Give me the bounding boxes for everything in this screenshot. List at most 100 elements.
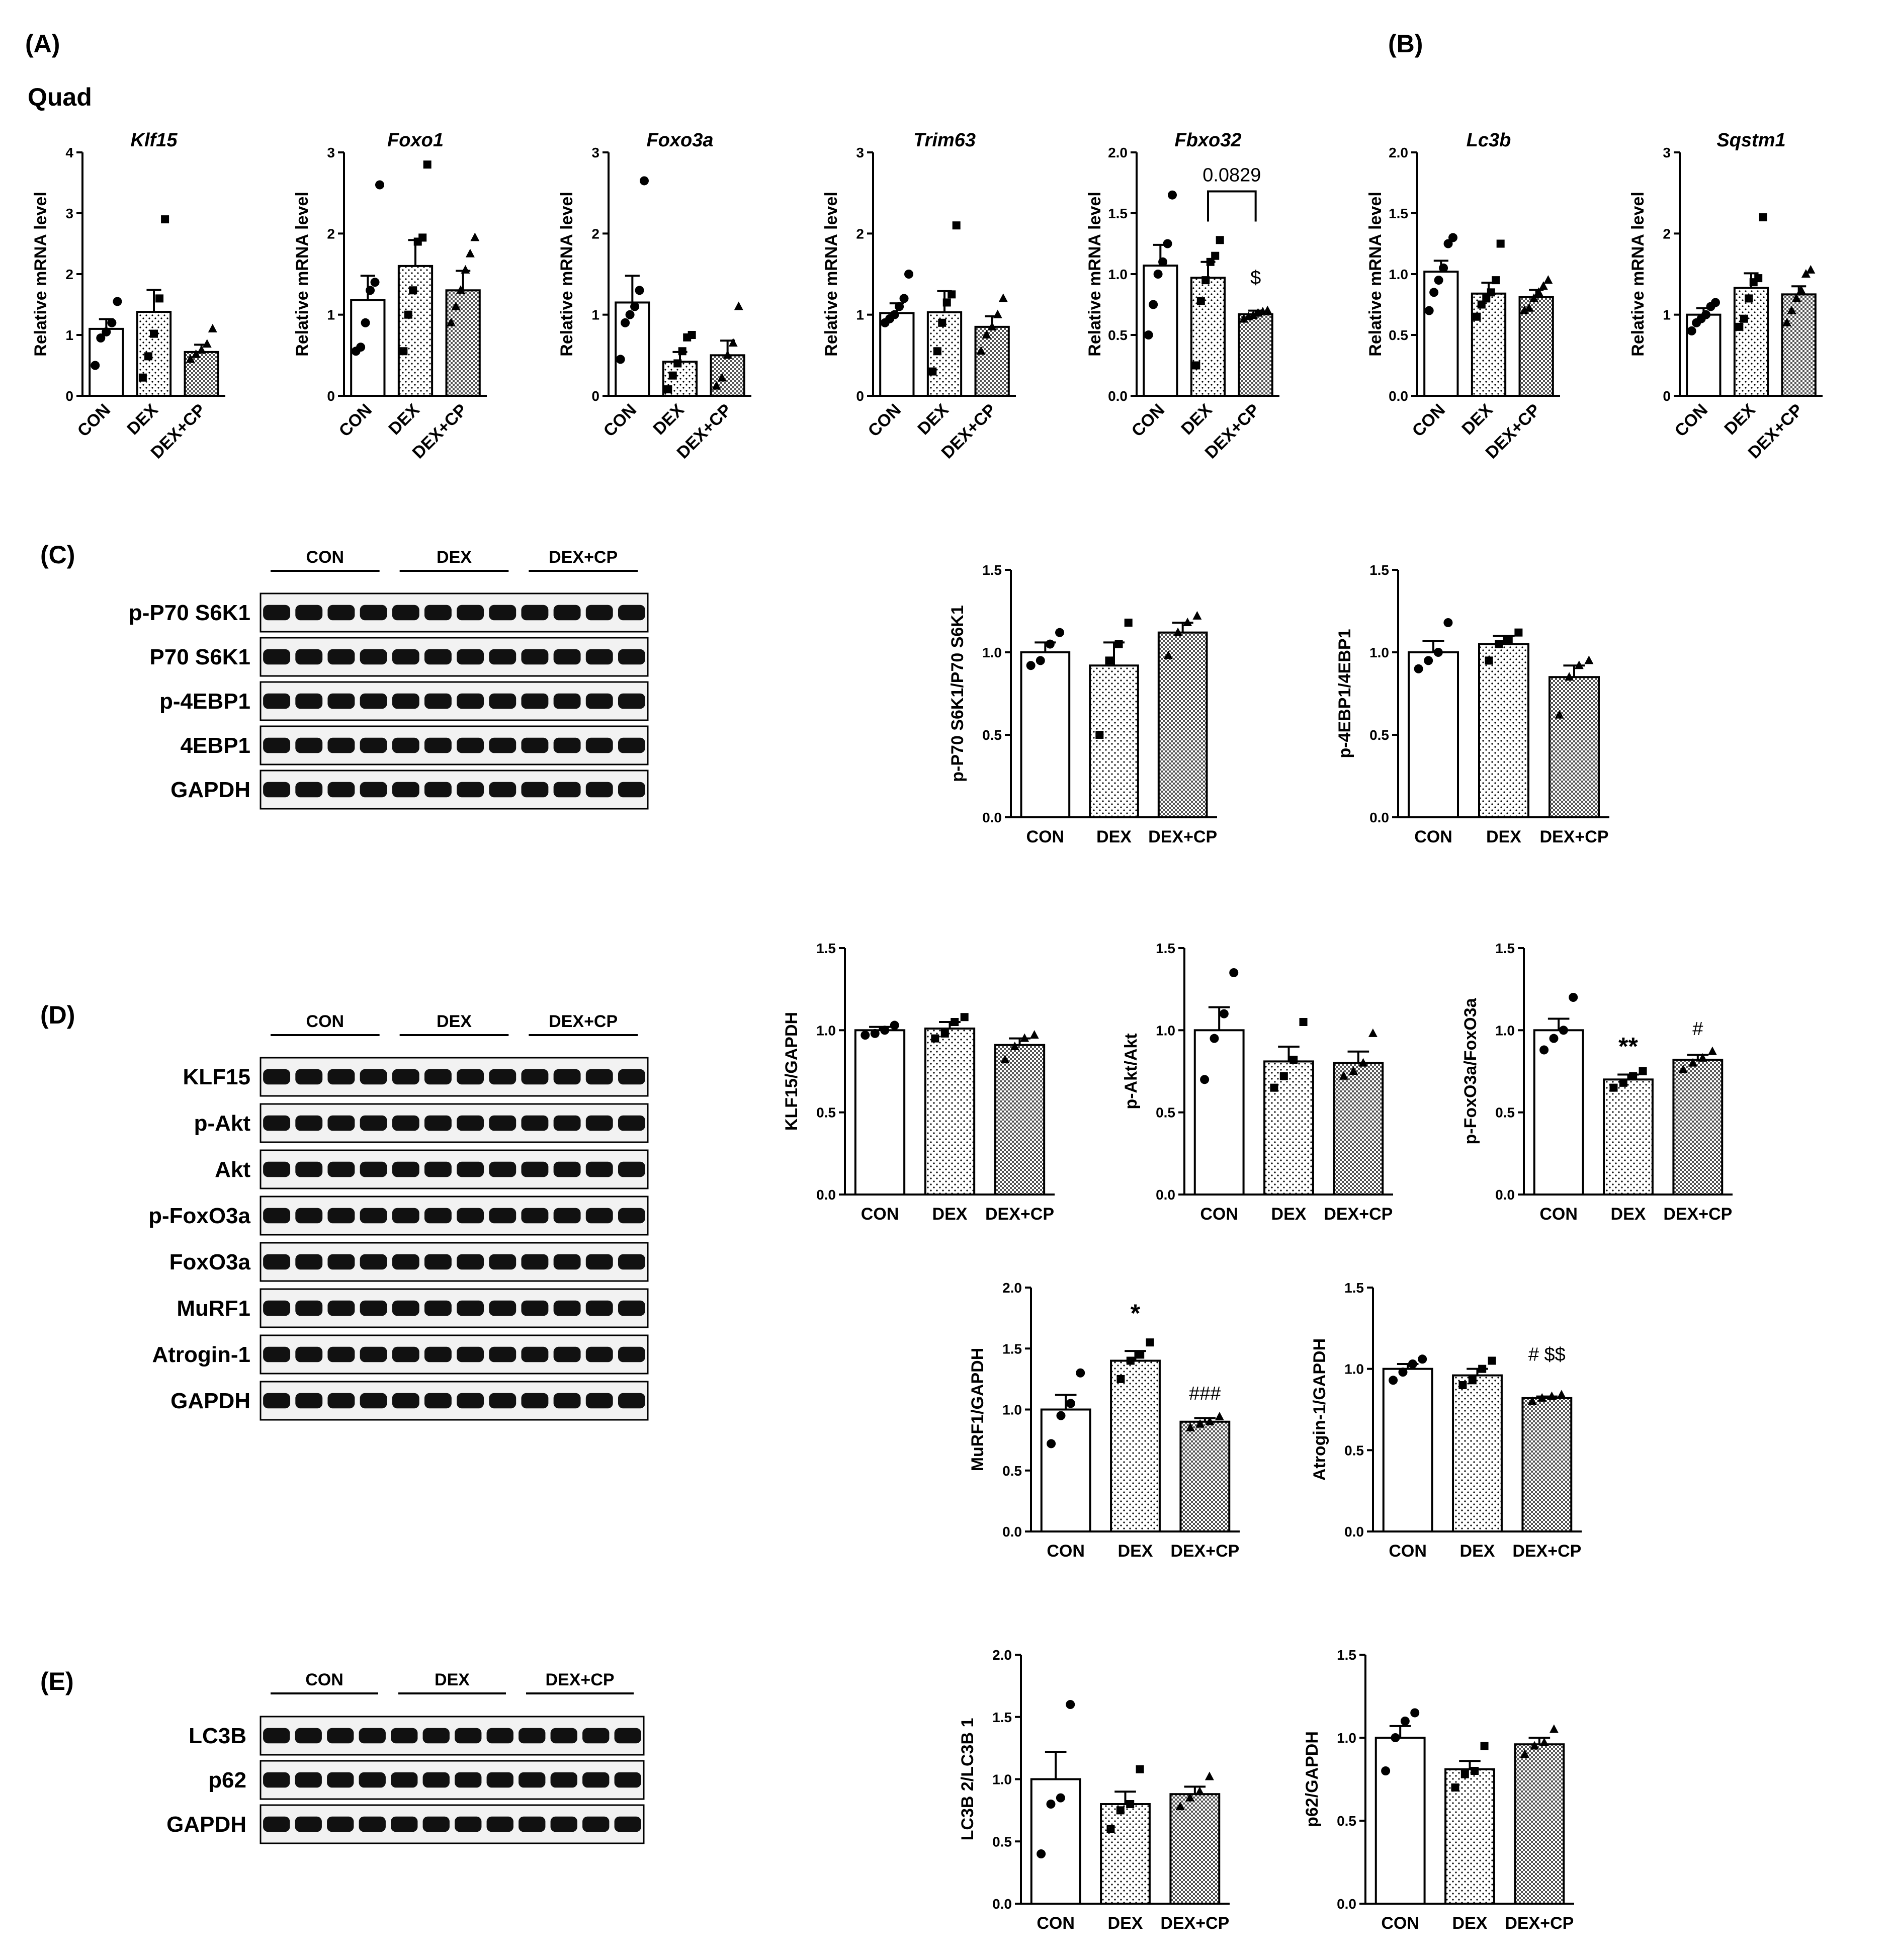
blot-strip — [260, 1057, 649, 1097]
blot-band — [391, 1772, 418, 1788]
x-category-label: CON — [1389, 1542, 1427, 1561]
x-category-label: DEX — [1118, 1542, 1153, 1561]
blot-band — [618, 1208, 645, 1224]
blot-band — [295, 1728, 322, 1744]
blot-band — [489, 782, 517, 798]
x-category-label: DEX — [1271, 1205, 1307, 1224]
x-category-label: CON — [335, 400, 376, 441]
x-category-label: DEX — [1452, 1914, 1488, 1933]
data-point — [451, 301, 461, 310]
data-point — [1185, 1793, 1195, 1802]
y-axis-label: MuRF1/GAPDH — [968, 1348, 987, 1472]
blot-band — [392, 1346, 419, 1362]
blot-band — [585, 649, 613, 665]
data-point — [1289, 1056, 1298, 1064]
data-point — [1215, 1412, 1224, 1421]
blot-band — [521, 1115, 549, 1131]
y-tick-label: 1.5 — [1156, 941, 1175, 956]
y-tick-label: 1 — [591, 307, 599, 323]
x-category-label: DEX+CP — [985, 1205, 1054, 1224]
blot-band — [392, 1254, 419, 1270]
y-tick-label: 1.0 — [816, 1022, 836, 1038]
data-point — [1410, 1708, 1420, 1718]
data-point — [1126, 1356, 1135, 1365]
x-category-label: CON — [865, 400, 905, 441]
data-point — [1473, 312, 1481, 321]
data-point — [1539, 1045, 1549, 1055]
x-category-label: CON — [1539, 1205, 1578, 1224]
bar — [1478, 643, 1529, 818]
data-point — [630, 302, 640, 311]
data-point — [1520, 305, 1529, 314]
data-point — [890, 1020, 899, 1030]
data-point — [1796, 285, 1806, 294]
blot-strip — [260, 1760, 645, 1800]
blot-band — [327, 1069, 355, 1085]
blot-protein-label: FoxO3a — [169, 1250, 251, 1274]
data-point — [982, 330, 991, 338]
data-point — [1443, 618, 1453, 627]
data-point — [1801, 269, 1811, 278]
data-point — [668, 371, 677, 380]
blot-band — [553, 693, 581, 709]
data-point — [1609, 1083, 1618, 1092]
x-category-label: DEX+CP — [1160, 1914, 1229, 1933]
data-point — [155, 294, 164, 303]
y-tick-label: 0.5 — [1389, 327, 1408, 343]
blot-band — [521, 605, 549, 621]
data-point — [1055, 628, 1065, 637]
data-point — [1555, 710, 1564, 719]
y-tick-label: 1.0 — [982, 645, 1002, 660]
blot-band — [263, 605, 291, 621]
blot-band — [392, 605, 419, 621]
bar — [974, 325, 1010, 397]
data-point — [664, 385, 672, 394]
blot-protein-label: GAPDH — [166, 1812, 246, 1837]
blot-band — [392, 693, 419, 709]
x-category-label: CON — [1037, 1914, 1075, 1933]
blot-band — [392, 649, 419, 665]
blot-band — [553, 1300, 581, 1316]
y-tick-label: 2 — [856, 226, 864, 241]
blot-band — [359, 1772, 386, 1788]
blot-band — [327, 1300, 355, 1316]
y-tick-label: 0 — [65, 388, 73, 404]
data-point — [1482, 294, 1491, 303]
bar — [710, 354, 745, 397]
data-point — [1559, 1026, 1568, 1035]
blot-band — [582, 1816, 610, 1832]
chart-title: Trim63 — [913, 130, 976, 151]
blot-band — [263, 1115, 291, 1131]
bar — [1521, 1397, 1573, 1533]
data-point — [161, 215, 169, 224]
data-point — [409, 286, 417, 295]
y-tick-label: 4 — [65, 145, 73, 160]
blot-strip — [260, 725, 649, 765]
blot-band — [424, 649, 452, 665]
blot-band — [486, 1772, 513, 1788]
significance-label: * — [1131, 1299, 1141, 1327]
blot-band — [486, 1816, 513, 1832]
x-category-label: CON — [1409, 400, 1449, 441]
blot-band — [521, 693, 549, 709]
bar — [1020, 651, 1071, 818]
y-tick-label: 1.0 — [992, 1772, 1012, 1787]
y-axis-label: p-FoxO3a/FoxO3a — [1461, 997, 1480, 1144]
y-axis-label: Relative mRNA level — [293, 192, 312, 357]
blot-group-label: DEX+CP — [549, 548, 618, 567]
blot-band — [295, 649, 323, 665]
x-category-label: DEX — [932, 1205, 968, 1224]
data-point — [931, 1034, 939, 1043]
x-category-label: DEX+CP — [1505, 1914, 1574, 1933]
x-category-label: CON — [1414, 827, 1452, 846]
data-point — [1488, 1356, 1496, 1365]
y-tick-label: 0.5 — [1108, 327, 1128, 343]
blot-band — [392, 1208, 419, 1224]
data-point — [899, 294, 909, 303]
data-point — [404, 310, 412, 319]
blot-band — [424, 1346, 452, 1362]
data-point — [951, 1018, 959, 1026]
